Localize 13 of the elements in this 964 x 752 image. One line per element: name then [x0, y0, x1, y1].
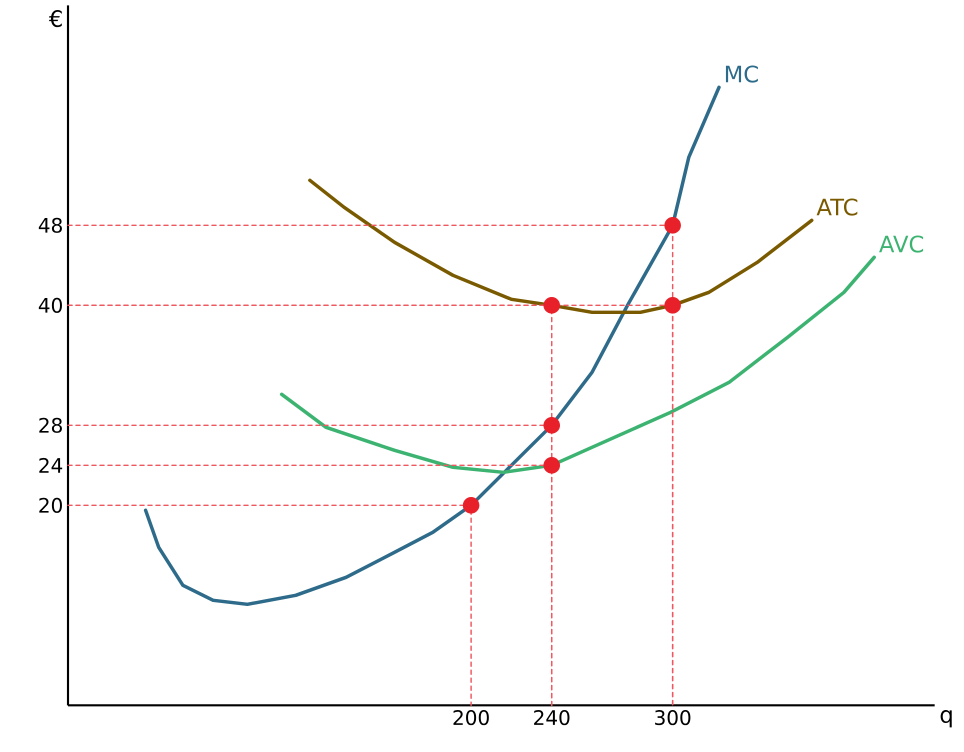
x-tick-label: 240: [534, 710, 570, 726]
y-tick-label: 28: [39, 418, 62, 433]
x-tick-label: 200: [453, 710, 489, 726]
y-tick-label: 40: [38, 298, 62, 313]
y-axis-title: €: [48, 10, 62, 28]
series-label: ATC: [816, 198, 858, 216]
series-label: AVC: [879, 235, 924, 253]
y-tick-label: 48: [38, 218, 62, 233]
y-tick-label: 20: [39, 498, 62, 513]
x-tick-label: 300: [655, 710, 690, 726]
x-axis-title: q: [940, 710, 952, 728]
y-tick-label: 24: [39, 458, 62, 473]
series-label: MC: [726, 65, 758, 83]
